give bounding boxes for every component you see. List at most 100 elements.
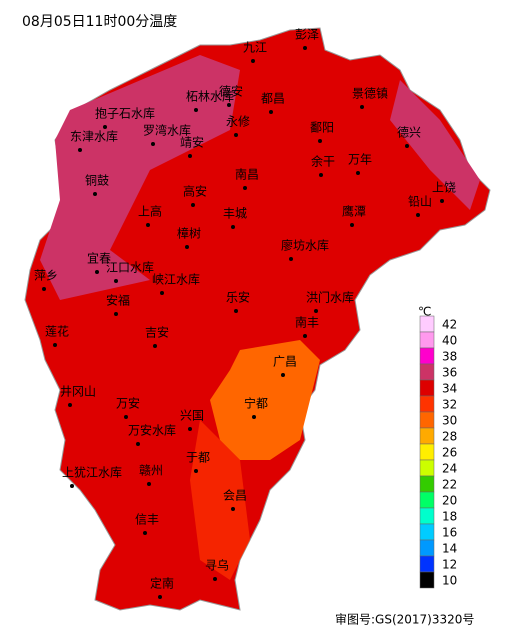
map-title: 08月05日11时00分温度 (22, 14, 177, 30)
place-dot (194, 469, 198, 473)
place-dot (405, 144, 409, 148)
place-dot (191, 203, 195, 207)
place-dot (213, 577, 217, 581)
legend-swatch (419, 539, 435, 557)
place-dot (243, 186, 247, 190)
place-label: 莲花 (45, 324, 69, 339)
place-label: 江口水库 (106, 260, 154, 275)
place-label: 宁都 (244, 396, 268, 411)
place-dot (42, 287, 46, 291)
place-dot (93, 192, 97, 196)
place-label: 德兴 (397, 125, 421, 140)
place-dot (153, 344, 157, 348)
place-label: 上饶 (432, 181, 456, 195)
place-label: 吉安 (145, 325, 169, 340)
review-number: 审图号:GS(2017)3320号 (335, 612, 474, 627)
legend-swatch (419, 411, 435, 429)
legend-swatch (419, 523, 435, 541)
place-dot (350, 223, 354, 227)
place-label: 兴国 (180, 409, 204, 423)
legend-swatch (419, 331, 435, 349)
place-dot (440, 199, 444, 203)
place-dot (78, 148, 82, 152)
place-dot (227, 103, 231, 107)
legend-swatch (419, 443, 435, 461)
legend-label: 38 (442, 350, 457, 364)
place-label: 万安 (116, 396, 140, 411)
legend-label: 16 (442, 526, 457, 540)
place-label: 上犹江水库 (62, 465, 122, 480)
legend-swatch (419, 379, 435, 397)
legend-label: 42 (442, 318, 457, 332)
place-dot (70, 484, 74, 488)
legend-label: 22 (442, 478, 457, 492)
place-label: 柘林水库 (186, 89, 234, 104)
place-dot (356, 171, 360, 175)
place-label: 永修 (226, 114, 250, 129)
legend-label: 18 (442, 510, 457, 524)
place-label: 宜春 (87, 251, 111, 266)
place-dot (158, 595, 162, 599)
place-label: 洪门水库 (306, 290, 354, 305)
legend-swatch (419, 347, 435, 365)
place-label: 靖安 (180, 135, 204, 150)
legend-label: 30 (442, 414, 457, 428)
place-dot (188, 427, 192, 431)
warm-zone (390, 80, 480, 210)
place-dot (303, 46, 307, 50)
place-dot (314, 309, 318, 313)
place-label: 井冈山 (60, 385, 96, 399)
place-label: 抱子石水库 (95, 106, 155, 121)
legend-label: 40 (442, 334, 457, 348)
place-dot (416, 213, 420, 217)
place-label: 安福 (106, 293, 130, 308)
place-label: 余干 (311, 154, 335, 169)
place-label: 鄱阳 (310, 121, 334, 135)
place-dot (160, 291, 164, 295)
legend-label: 24 (442, 462, 457, 476)
place-label: 铜鼓 (85, 173, 109, 188)
place-dot (289, 257, 293, 261)
place-dot (319, 173, 323, 177)
place-label: 铅山 (408, 195, 432, 209)
mild-zone (210, 340, 320, 460)
place-dot (188, 154, 192, 158)
place-label: 罗湾水库 (143, 123, 191, 138)
place-label: 九江 (243, 41, 267, 55)
place-dot (136, 442, 140, 446)
place-label: 彭泽 (295, 28, 319, 42)
place-label: 德安 (219, 84, 243, 99)
place-label: 万安水库 (128, 423, 176, 438)
place-dot (114, 279, 118, 283)
place-dot (269, 110, 273, 114)
place-dot (68, 403, 72, 407)
place-dot (124, 415, 128, 419)
place-dot (185, 245, 189, 249)
place-dot (231, 507, 235, 511)
legend-swatch (419, 507, 435, 525)
place-dot (234, 309, 238, 313)
place-dot (147, 482, 151, 486)
place-dot (103, 125, 107, 129)
legend-label: 20 (442, 494, 457, 508)
place-dot (146, 223, 150, 227)
place-dot (234, 133, 238, 137)
place-dot (194, 108, 198, 112)
place-label: 乐安 (226, 290, 250, 305)
place-label: 高安 (183, 184, 207, 199)
place-label: 于都 (186, 451, 210, 465)
place-label: 会昌 (223, 489, 247, 503)
place-label: 南丰 (295, 315, 319, 330)
place-dot (318, 139, 322, 143)
warm-zone (40, 55, 240, 300)
legend-swatch (419, 459, 435, 477)
place-label: 定南 (150, 576, 174, 591)
place-label: 赣州 (139, 464, 163, 478)
place-label: 信丰 (135, 513, 159, 527)
legend-label: 10 (442, 574, 457, 588)
place-dot (114, 312, 118, 316)
legend-label: 26 (442, 446, 457, 460)
place-dot (95, 270, 99, 274)
legend-swatch (419, 395, 435, 413)
